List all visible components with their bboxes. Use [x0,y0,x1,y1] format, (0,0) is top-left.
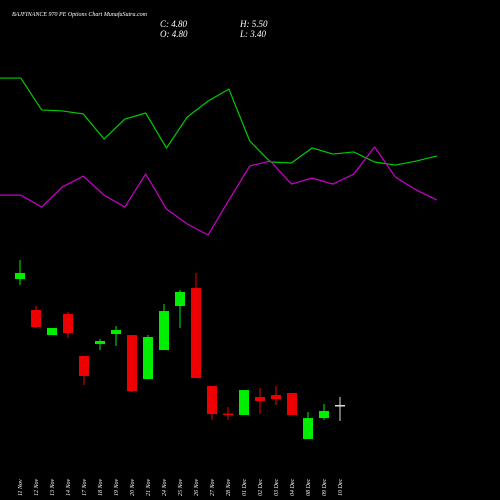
candle-body [175,291,185,307]
line-series [0,77,438,166]
x-tick-label: 26 Nov [194,478,200,496]
candle-body [143,336,153,380]
candle-body [223,413,233,416]
candle-body [95,340,105,344]
x-tick-label: 04 Dec [289,479,296,496]
x-tick-label: 17 Nov [82,478,88,496]
candle-body [191,287,201,379]
x-tick-label: 09 Dec [322,479,328,496]
x-tick-label: 18 Nov [98,478,104,496]
candle-body [319,410,329,419]
x-tick-label: 24 Nov [161,478,168,496]
x-tick-label: 21 Nov [146,478,152,496]
candle-body [79,355,89,376]
candle-body [271,395,281,400]
summary-close: C: 4.80 [160,19,188,29]
candle-body [127,335,137,392]
candle-body [15,272,25,280]
chart-title: BAJFINANCE 970 PE Options Chart MunafaSu… [12,11,148,18]
x-tick-label: 25 Nov [178,478,184,496]
candle-body [287,393,297,415]
x-tick-label: 10 Dec [338,479,344,496]
x-tick-label: 28 Nov [226,478,232,496]
x-tick-label: 03 Dec [274,479,280,496]
line-series [0,146,438,236]
candle-body [159,311,169,351]
summary-low: L: 3.40 [239,29,267,39]
candle-body [31,310,41,328]
x-tick-label: 01 Dec [242,479,248,496]
candle-body [207,386,217,415]
x-tick-label: 20 Nov [130,478,136,496]
x-tick-label: 27 Nov [210,478,216,496]
summary-open: O: 4.80 [160,29,188,39]
x-tick-label: 19 Nov [114,478,120,496]
x-tick-label: 11 Nov [18,479,24,496]
summary-high: H: 5.50 [239,19,268,29]
candle-body [255,397,265,402]
candle-body [111,330,121,335]
candle-body [63,314,73,333]
candle-body [47,327,57,336]
x-tick-label: 08 Dec [306,479,312,496]
x-tick-label: 02 Dec [258,479,264,496]
x-tick-label: 12 Nov [34,478,40,496]
candle-body [239,390,249,415]
candle-body [303,418,313,439]
candle-body [335,405,345,407]
x-tick-label: 13 Nov [50,478,56,496]
x-tick-label: 14 Nov [65,478,72,496]
